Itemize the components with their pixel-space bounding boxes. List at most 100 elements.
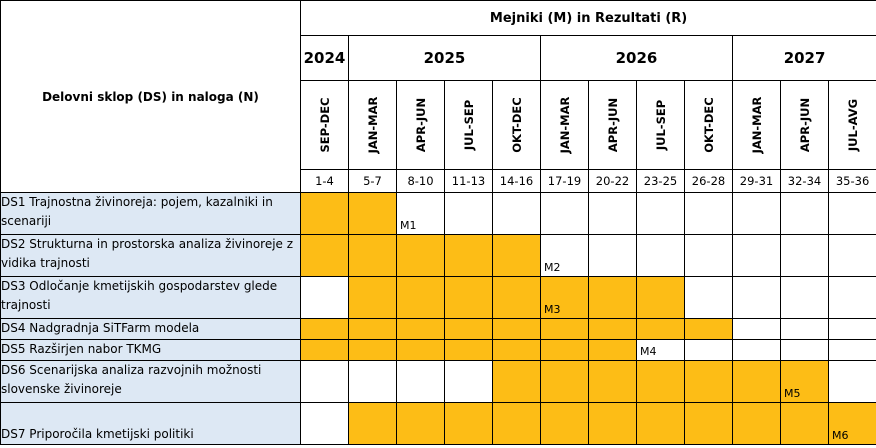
period-cell [780,234,829,277]
active-period-cell [492,339,541,361]
period-cell [827,339,876,361]
task-rows: DS1 Trajnostna živinoreja: pojem, kazaln… [0,192,876,445]
period-cell [348,360,397,403]
milestone-label: M3 [544,303,561,316]
active-period-cell: M3 [540,276,589,319]
active-period-cell [348,234,397,277]
period-header: JAN-MAR [348,80,397,170]
active-period-cell [348,402,397,445]
period-cell [444,360,493,403]
period-cell [780,339,829,361]
months-label: 23-25 [636,169,685,193]
period-cell [492,192,541,235]
active-period-cell [492,318,541,340]
period-cell [684,234,733,277]
period-cell: M1 [396,192,445,235]
active-period-cell [540,402,589,445]
active-period-cell [348,318,397,340]
active-period-cell [636,276,685,319]
period-label: JUL-SEP [461,99,476,151]
active-period-cell [348,192,397,235]
task-label: DS6 Scenarijska analiza razvojnih možnos… [0,360,301,403]
period-row: SEP-DEC JAN-MAR APR-JUN JUL-SEP OKT-DEC JAN-M… [1,80,876,170]
active-period-cell [492,360,541,403]
active-period-cell [492,234,541,277]
active-period-cell [300,234,349,277]
period-cell [396,360,445,403]
active-period-cell [684,318,733,340]
period-cell [732,192,781,235]
task-row: DS1 Trajnostna živinoreja: pojem, kazaln… [0,192,876,235]
active-period-cell: M5 [780,360,829,403]
gantt-header: Delovni sklop (DS) in naloga (N) Mejniki… [0,0,876,193]
months-label: 26-28 [684,169,733,193]
period-cell [827,360,876,403]
period-header: APR-JUN [780,80,829,170]
active-period-cell [444,318,493,340]
active-period-cell [300,318,349,340]
active-period-cell [396,234,445,277]
task-row: DS5 Razširjen nabor TKMG M4 [0,339,876,361]
period-cell [780,318,829,340]
task-label: DS2 Strukturna in prostorska analiza živ… [0,234,301,277]
period-cell [732,318,781,340]
task-row: DS7 Priporočila kmetijski politiki M6 [0,402,876,445]
period-label: SEP-DEC [317,97,332,153]
task-label: DS1 Trajnostna živinoreja: pojem, kazaln… [0,192,301,235]
period-header: OKT-DEC [684,80,733,170]
period-cell [732,234,781,277]
period-cell [636,192,685,235]
active-period-cell [732,360,781,403]
task-label: DS7 Priporočila kmetijski politiki [0,402,301,445]
period-label: JUL-AVG [845,98,860,152]
period-header: APR-JUN [588,80,637,170]
period-label: APR-JUN [413,97,428,153]
period-cell [827,192,876,235]
period-cell: M4 [636,339,685,361]
months-label: 8-10 [396,169,445,193]
period-header: APR-JUN [396,80,445,170]
months-label: 29-31 [732,169,781,193]
active-period-cell [780,402,829,445]
period-label: JUL-SEP [653,99,668,151]
active-period-cell [492,402,541,445]
period-cell [588,234,637,277]
months-label: 35-36 [827,169,876,193]
active-period-cell [540,360,589,403]
period-cell [588,192,637,235]
task-label: DS5 Razširjen nabor TKMG [0,339,301,361]
year-header: 2027 [731,35,876,81]
active-period-cell [348,276,397,319]
active-period-cell [492,276,541,319]
months-row: 1-4 5-7 8-10 11-13 14-16 17-19 20-22 23-25 26-28… [1,169,876,193]
active-period-cell: M6 [827,402,876,445]
task-label: DS3 Odločanje kmetijskih gospodarstev gl… [0,276,301,319]
year-header: 2024 [300,35,349,81]
task-label: DS4 Nadgradnja SiTFarm modela [0,318,301,340]
period-cell [827,234,876,277]
period-label: OKT-DEC [509,97,524,153]
period-cell [684,276,733,319]
period-cell [780,276,829,319]
period-cell [827,276,876,319]
active-period-cell [348,339,397,361]
task-row: DS2 Strukturna in prostorska analiza živ… [0,234,876,277]
active-period-cell [588,318,637,340]
period-label: APR-JUN [797,97,812,153]
months-label: 1-4 [300,169,349,193]
period-header: JUL-AVG [827,80,876,170]
active-period-cell [588,360,637,403]
period-header: SEP-DEC [300,80,349,170]
milestones-title: Mejniki (M) in Rezultati (R) [299,0,876,36]
year-row: 2024 2025 2026 2027 [1,35,876,81]
period-cell [732,276,781,319]
period-cell [300,276,349,319]
months-label: 32-34 [780,169,829,193]
period-label: JAN-MAR [749,96,764,154]
period-label: OKT-DEC [701,97,716,153]
months-label: 17-19 [540,169,589,193]
period-cell [540,192,589,235]
active-period-cell [396,339,445,361]
months-label: 20-22 [588,169,637,193]
active-period-cell [636,318,685,340]
